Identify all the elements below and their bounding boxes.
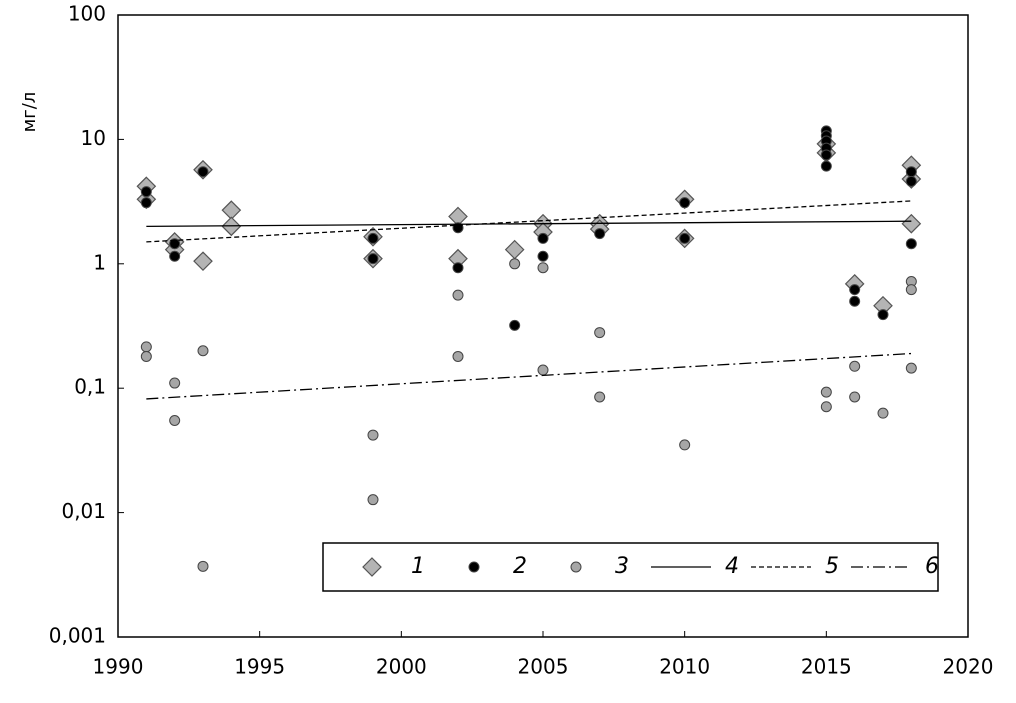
x-tick-label: 2005 bbox=[518, 655, 569, 679]
point bbox=[537, 250, 549, 262]
point bbox=[679, 197, 691, 209]
point bbox=[197, 345, 209, 357]
point bbox=[679, 232, 691, 244]
point bbox=[140, 341, 152, 353]
x-tick-label: 2000 bbox=[376, 655, 427, 679]
point bbox=[905, 284, 917, 296]
y-axis-label: мг/л bbox=[19, 92, 40, 133]
x-tick-label: 2015 bbox=[801, 655, 852, 679]
point bbox=[849, 295, 861, 307]
point bbox=[679, 439, 691, 451]
point bbox=[169, 414, 181, 426]
point bbox=[367, 429, 379, 441]
point bbox=[537, 364, 549, 376]
point bbox=[849, 284, 861, 296]
point bbox=[169, 250, 181, 262]
legend-label: 6 bbox=[925, 554, 939, 579]
point bbox=[197, 166, 209, 178]
x-tick-label: 2010 bbox=[659, 655, 710, 679]
point bbox=[367, 253, 379, 265]
point bbox=[221, 200, 242, 220]
point bbox=[367, 494, 379, 506]
point bbox=[849, 360, 861, 372]
legend-label: 1 bbox=[411, 554, 425, 579]
y-tick-label: 10 bbox=[81, 126, 106, 150]
x-tick-label: 2020 bbox=[943, 655, 994, 679]
point bbox=[849, 391, 861, 403]
trend-line bbox=[146, 220, 912, 228]
point bbox=[509, 258, 521, 270]
point bbox=[877, 407, 889, 419]
point bbox=[820, 149, 832, 161]
point bbox=[509, 319, 521, 331]
legend-marker bbox=[362, 557, 382, 577]
point bbox=[452, 350, 464, 362]
point bbox=[504, 239, 525, 260]
point bbox=[820, 160, 832, 172]
point bbox=[594, 228, 606, 240]
y-tick-label: 0,1 bbox=[74, 375, 106, 399]
point bbox=[452, 262, 464, 274]
point bbox=[820, 386, 832, 398]
point bbox=[901, 213, 922, 234]
x-tick-label: 1995 bbox=[234, 655, 285, 679]
legend-box bbox=[322, 542, 939, 592]
point bbox=[537, 262, 549, 274]
point bbox=[140, 197, 152, 209]
point bbox=[905, 238, 917, 250]
point bbox=[905, 166, 917, 178]
legend-marker bbox=[468, 561, 480, 573]
point bbox=[537, 232, 549, 244]
point bbox=[140, 350, 152, 362]
point bbox=[594, 327, 606, 339]
y-tick-label: 100 bbox=[68, 2, 106, 26]
y-tick-label: 0,001 bbox=[49, 624, 106, 648]
trend-line bbox=[146, 352, 912, 400]
y-tick-label: 0,01 bbox=[61, 499, 106, 523]
legend-marker bbox=[570, 561, 582, 573]
point bbox=[367, 232, 379, 244]
point bbox=[169, 238, 181, 250]
point bbox=[452, 289, 464, 301]
point bbox=[594, 391, 606, 403]
legend-label: 2 bbox=[513, 554, 527, 579]
point bbox=[193, 251, 213, 272]
legend-label: 3 bbox=[615, 554, 629, 579]
point bbox=[877, 309, 889, 321]
point bbox=[140, 186, 152, 198]
point bbox=[905, 175, 917, 187]
legend-label: 4 bbox=[725, 554, 739, 579]
point bbox=[820, 401, 832, 413]
x-tick-label: 1990 bbox=[93, 655, 144, 679]
point bbox=[169, 377, 181, 389]
point bbox=[905, 362, 917, 374]
legend-label: 5 bbox=[825, 554, 839, 579]
point bbox=[197, 560, 209, 572]
y-tick-label: 1 bbox=[93, 250, 106, 274]
